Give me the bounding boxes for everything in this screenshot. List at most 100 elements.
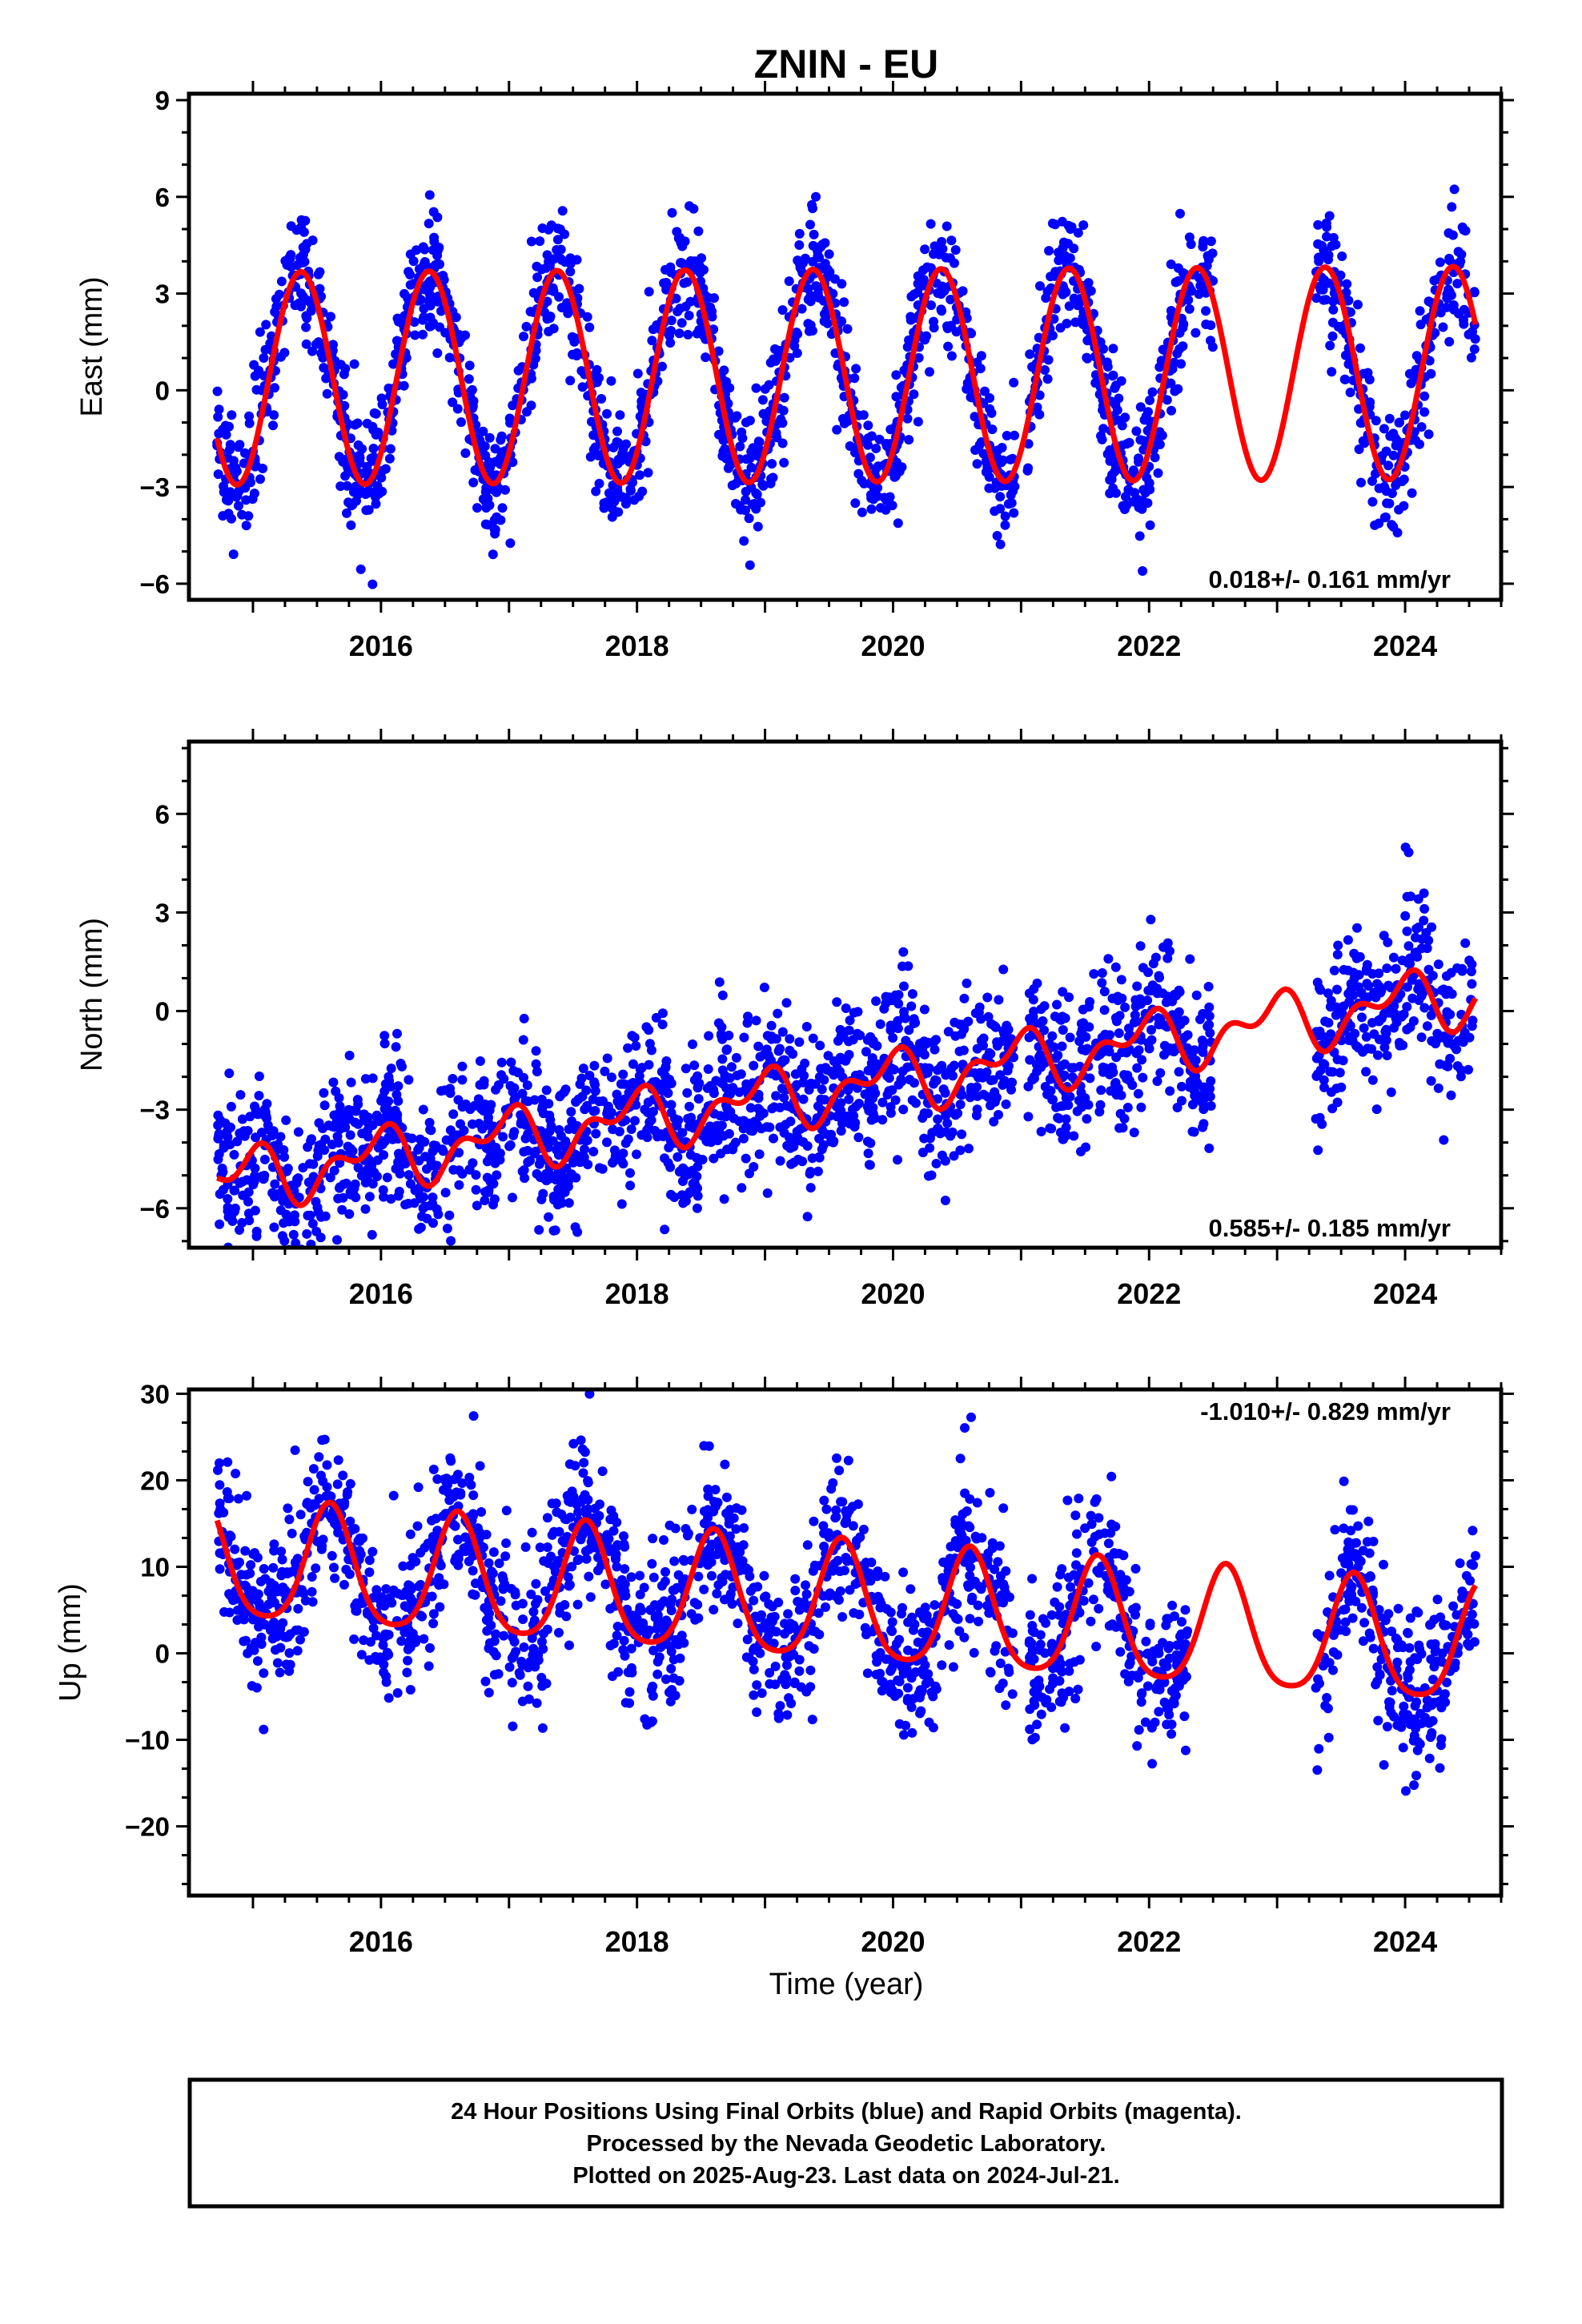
east-data-point [1006,498,1017,509]
north-data-point [1199,1104,1209,1115]
east-data-point [403,293,413,304]
north-data-point [1143,985,1154,995]
north-data-point [329,1122,339,1132]
north-data-point [346,1077,356,1088]
up-data-point [1167,1600,1178,1610]
north-data-point [707,1127,717,1137]
east-data-point [757,479,768,489]
east-data-point [1419,391,1430,401]
east-data-point [460,330,470,340]
east-frame [187,91,1504,602]
east-data-point [735,441,745,452]
east-data-point [683,329,693,340]
east-data-point [565,376,576,386]
east-data-point [228,549,239,560]
east-data-point [247,494,258,505]
east-data-point [239,458,249,468]
east-data-point [1010,430,1019,440]
north-data-point [273,1188,283,1199]
north-data-point [845,1015,855,1026]
east-data-point [751,383,761,393]
up-data-point [1071,1548,1082,1558]
east-data-point [1311,293,1322,304]
north-data-point [994,1110,1003,1120]
north-data-point [445,1125,456,1136]
north-data-point [722,1144,733,1155]
east-data-point [546,220,556,231]
north-data-point [677,1176,688,1186]
up-data-point [834,1466,845,1476]
north-data-point [693,1191,703,1201]
up-data-point [710,1485,721,1495]
north-data-point [924,1171,934,1181]
east-data-point [943,341,954,352]
north-data-point [485,1176,496,1187]
north-data-point [785,1116,796,1127]
east-model-line [214,263,1479,488]
north-data-point [367,1073,378,1084]
north-data-point [1059,1059,1070,1069]
north-data-point [899,1011,909,1022]
east-ticks [176,81,1514,613]
north-data-point [737,1183,747,1193]
north-data-point [1111,1052,1122,1063]
north-x-tick-label: 2024 [1373,1277,1437,1310]
east-data-point [946,351,957,361]
north-data-point [825,1136,836,1147]
north-data-point [832,1112,842,1122]
up-data-point [542,1624,552,1634]
north-data-point [1467,979,1477,989]
north-data-point [612,1096,623,1107]
east-data-point [1469,344,1480,354]
east-data-point [1328,304,1339,315]
east-data-point [1070,317,1081,328]
east-data-point [661,264,670,275]
north-data-point [829,1056,839,1067]
up-data-point [327,1550,337,1561]
east-data-point [1006,454,1016,464]
north-data-point [448,1164,459,1175]
north-data-point [1198,1041,1208,1051]
east-data-point [1452,279,1463,289]
north-data-point [904,1025,914,1035]
north-data-point [844,1025,854,1035]
north-data-point [1327,1087,1336,1097]
up-data-point [309,1485,319,1495]
up-data-point [283,1503,293,1514]
east-data-point [1145,520,1155,530]
north-data-point [307,1219,318,1228]
north-data-point [1083,1100,1094,1110]
east-data-point [1468,327,1477,337]
east-data-point [950,245,961,255]
north-data-point [308,1159,319,1169]
east-data-point [420,257,430,267]
up-data-point [295,1510,306,1520]
north-data-point [413,1144,424,1155]
north-data-point [576,1073,587,1084]
north-data-point [223,1202,233,1212]
north-data-point [1065,1032,1075,1043]
east-data-point [837,279,847,289]
north-data-point [1058,1025,1068,1035]
up-data-point [1036,1709,1046,1719]
north-data-point [998,1026,1009,1036]
north-data-point [1099,1005,1110,1015]
east-data-point [1391,480,1401,490]
up-data-point [1181,1745,1191,1755]
north-data-point [570,1222,580,1232]
east-data-point [941,252,951,263]
east-data-point [768,472,778,483]
north-data-point [844,1050,854,1059]
north-data-point [379,1136,390,1147]
east-data-point [777,438,788,448]
north-data-point [1134,995,1144,1006]
up-data-point [1413,1737,1423,1747]
north-data-point [445,1084,456,1094]
east-data-point [986,408,997,418]
east-data-point [464,374,474,384]
east-data-point [260,344,271,355]
east-data-point [1009,377,1019,388]
north-data-point [1142,995,1153,1006]
east-data-point [1034,409,1045,420]
north-data-point [1174,1067,1184,1077]
